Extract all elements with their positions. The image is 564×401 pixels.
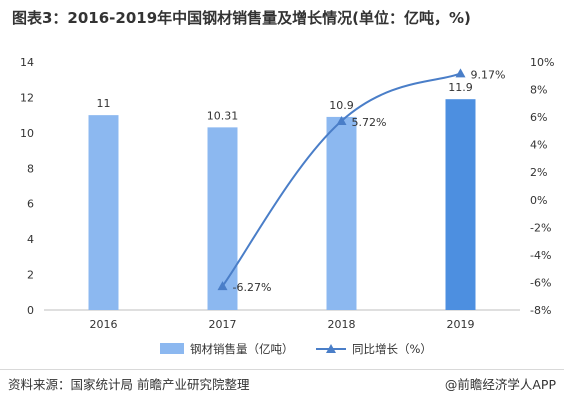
x-tick-label: 2019 — [447, 318, 475, 331]
legend-bar-label: 钢材销售量（亿吨） — [190, 342, 294, 356]
left-tick-label: 2 — [27, 269, 34, 282]
left-tick-label: 14 — [20, 56, 34, 69]
footer-divider — [0, 369, 564, 370]
source-note: 资料来源：国家统计局 前瞻产业研究院整理 — [8, 377, 250, 392]
growth-value-label: 9.17% — [471, 68, 506, 81]
x-tick-labels: 2016 2017 2018 2019 — [90, 318, 475, 331]
growth-line — [221, 72, 461, 287]
left-tick-label: 10 — [20, 127, 34, 140]
right-tick-label: 0% — [530, 194, 547, 207]
bar — [445, 99, 476, 310]
bar-labels: 11 10.31 10.9 11.9 — [97, 81, 473, 122]
right-tick-label: -4% — [530, 249, 551, 262]
legend-line-marker — [326, 344, 336, 353]
right-tick-label: 8% — [530, 84, 547, 97]
growth-point-marker — [217, 281, 228, 291]
right-tick-label: -2% — [530, 221, 551, 234]
right-tick-label: -6% — [530, 276, 551, 289]
growth-value-label: 5.72% — [352, 116, 387, 129]
right-tick-label: 6% — [530, 111, 547, 124]
right-tick-label: 2% — [530, 166, 547, 179]
bar-value-label: 11.9 — [448, 81, 473, 94]
bar — [207, 127, 238, 310]
left-tick-label: 8 — [27, 162, 34, 175]
left-tick-label: 0 — [27, 304, 34, 317]
left-tick-label: 12 — [20, 91, 34, 104]
x-tick-label: 2017 — [209, 318, 237, 331]
brand-credit: @前瞻经济学人APP — [444, 377, 556, 392]
legend: 钢材销售量（亿吨） 同比增长（%） — [160, 342, 432, 356]
growth-value-label: -6.27% — [233, 281, 272, 294]
growth-line-series: -6.27% 5.72% 9.17% — [217, 68, 506, 294]
bar — [326, 116, 357, 311]
right-tick-label: -8% — [530, 304, 551, 317]
chart-title: 图表3：2016-2019年中国钢材销售量及增长情况(单位：亿吨，%) — [12, 9, 471, 27]
left-tick-label: 6 — [27, 198, 34, 211]
growth-point-marker — [455, 68, 466, 78]
bars — [88, 99, 476, 311]
right-tick-label: 4% — [530, 139, 547, 152]
left-tick-label: 4 — [27, 233, 34, 246]
legend-bar-swatch — [160, 343, 184, 354]
growth-point-marker — [336, 115, 347, 125]
legend-line-label: 同比增长（%） — [352, 342, 432, 356]
bar-value-label: 10.9 — [329, 99, 354, 112]
right-tick-label: 10% — [530, 56, 554, 69]
x-tick-label: 2018 — [328, 318, 356, 331]
x-tick-label: 2016 — [90, 318, 118, 331]
bar-value-label: 10.31 — [207, 109, 239, 122]
bar — [88, 115, 119, 311]
right-axis-ticks: -8% -6% -4% -2% 0% 2% 4% 6% 8% 10% — [530, 56, 554, 317]
bar-value-label: 11 — [97, 97, 111, 110]
left-axis-ticks: 0 2 4 6 8 10 12 14 — [20, 56, 34, 317]
